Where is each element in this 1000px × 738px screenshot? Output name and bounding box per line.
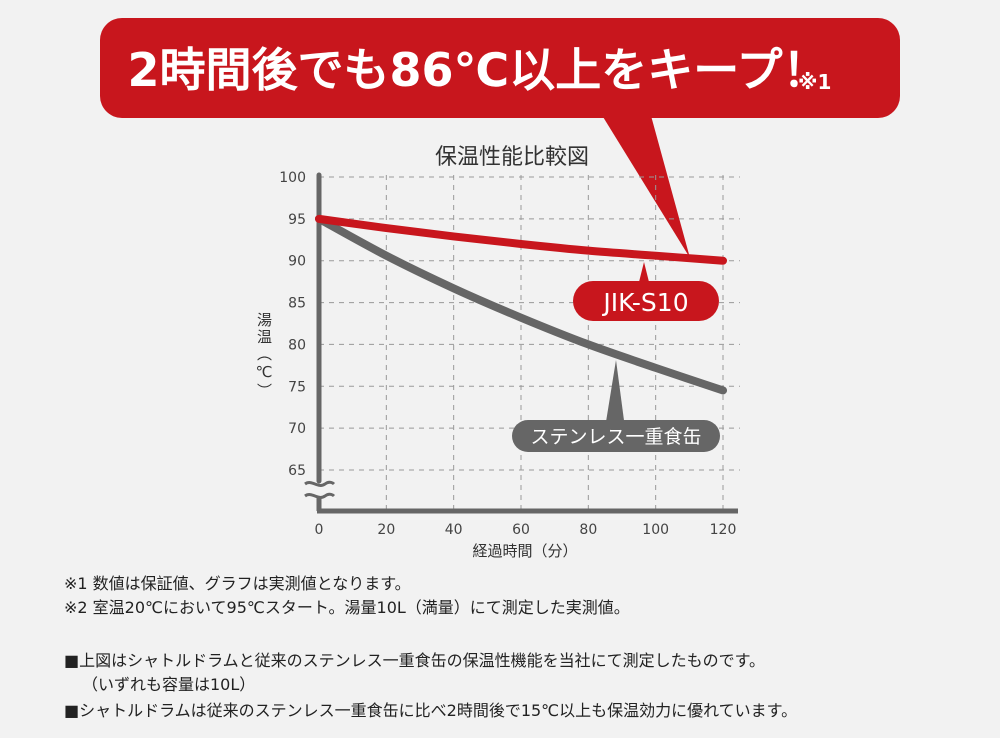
series-line-stainless — [315, 214, 727, 395]
x-tick-label: 20 — [377, 522, 395, 538]
chart-title: 保温性能比較図 — [435, 145, 589, 170]
callout-headline: 2時間後でも86℃以上をキープ！ — [128, 43, 829, 97]
description-line-1: ■上図はシャトルドラムと従来のステンレス一重食缶の保温性機能を当社にて測定したも… — [64, 651, 766, 670]
x-tick-label: 80 — [579, 522, 597, 538]
series-line-jik — [315, 214, 727, 265]
callout-pointer — [600, 112, 690, 258]
axis-break-mark — [304, 480, 336, 499]
y-tick-label: 85 — [288, 296, 306, 312]
legend-jik: JIK-S10 — [573, 262, 719, 321]
y-tick-label: 90 — [288, 254, 306, 270]
legend-stainless-box — [512, 420, 720, 452]
y-tick-label: 100 — [279, 170, 306, 186]
description-line-2: （いずれも容量は10L） — [82, 675, 256, 694]
x-axis-label: 経過時間（分） — [472, 542, 577, 560]
legend-jik-label: JIK-S10 — [601, 288, 688, 317]
series-group — [315, 214, 727, 395]
y-tick-label: 70 — [288, 421, 306, 437]
x-tick-label: 120 — [710, 522, 737, 538]
y-axis-label: 湯温（℃） — [255, 312, 273, 400]
y-tick-label: 75 — [288, 379, 306, 395]
legend-stainless-pointer — [605, 360, 625, 428]
note-2: ※2 室温20℃において95℃スタート。湯量10L（満量）にて測定した実測値。 — [64, 598, 630, 617]
x-tick-label: 100 — [642, 522, 669, 538]
note-1: ※1 数値は保証値、グラフは実測値となります。 — [64, 574, 411, 593]
description-line-3: ■シャトルドラムは従来のステンレス一重食缶に比べ2時間後で15℃以上も保温効力に… — [64, 701, 798, 720]
legend-stainless-label: ステンレス一重食缶 — [530, 426, 701, 448]
legend-stainless: ステンレス一重食缶 — [512, 360, 720, 452]
tick-labels: 100 95 90 85 80 75 70 65 0 20 40 60 80 100 120 — [279, 170, 736, 538]
y-tick-label: 80 — [288, 337, 306, 353]
callout-bubble — [100, 18, 900, 118]
y-tick-label: 65 — [288, 463, 306, 479]
y-tick-label: 95 — [288, 212, 306, 228]
callout-footnote-ref: ※1 — [798, 70, 831, 94]
x-tick-label: 60 — [512, 522, 530, 538]
x-tick-label: 40 — [445, 522, 463, 538]
x-tick-label: 0 — [315, 522, 324, 538]
legend-jik-box — [573, 281, 719, 321]
